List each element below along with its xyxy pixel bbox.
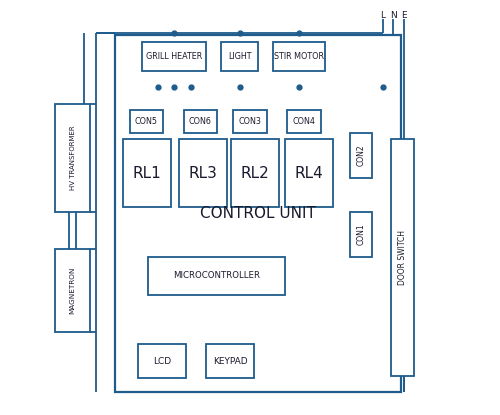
- FancyBboxPatch shape: [232, 139, 279, 208]
- FancyBboxPatch shape: [206, 344, 254, 378]
- Text: CON1: CON1: [356, 224, 366, 245]
- Text: MAGNETRON: MAGNETRON: [70, 267, 75, 314]
- Text: CON2: CON2: [356, 145, 366, 166]
- Text: CON6: CON6: [189, 117, 212, 126]
- FancyBboxPatch shape: [55, 249, 90, 332]
- FancyBboxPatch shape: [286, 139, 333, 208]
- FancyBboxPatch shape: [350, 133, 372, 178]
- FancyBboxPatch shape: [148, 257, 286, 295]
- Text: CON4: CON4: [292, 117, 316, 126]
- Text: LCD: LCD: [153, 356, 171, 366]
- Text: CON5: CON5: [135, 117, 158, 126]
- FancyBboxPatch shape: [221, 42, 258, 71]
- Text: L: L: [380, 11, 386, 20]
- FancyBboxPatch shape: [130, 110, 163, 133]
- Text: CONTROL UNIT: CONTROL UNIT: [200, 206, 316, 221]
- Text: HV TRANSFORMER: HV TRANSFORMER: [70, 125, 75, 190]
- FancyBboxPatch shape: [234, 110, 266, 133]
- Text: STIR MOTOR: STIR MOTOR: [274, 51, 324, 61]
- Text: LIGHT: LIGHT: [228, 51, 252, 61]
- Text: RL3: RL3: [189, 166, 218, 181]
- FancyBboxPatch shape: [138, 344, 186, 378]
- Text: RL4: RL4: [295, 166, 324, 181]
- FancyBboxPatch shape: [142, 42, 206, 71]
- Text: MICROCONTROLLER: MICROCONTROLLER: [174, 271, 260, 281]
- Text: CON3: CON3: [238, 117, 262, 126]
- Text: DOOR SWITCH: DOOR SWITCH: [398, 230, 407, 285]
- FancyBboxPatch shape: [184, 110, 217, 133]
- Text: GRILL HEATER: GRILL HEATER: [146, 51, 203, 61]
- FancyBboxPatch shape: [350, 212, 372, 257]
- FancyBboxPatch shape: [55, 104, 90, 212]
- Text: KEYPAD: KEYPAD: [213, 356, 248, 366]
- Text: RL1: RL1: [133, 166, 162, 181]
- FancyBboxPatch shape: [288, 110, 320, 133]
- FancyBboxPatch shape: [391, 139, 414, 376]
- Text: N: N: [390, 11, 396, 20]
- Text: E: E: [400, 11, 406, 20]
- FancyBboxPatch shape: [273, 42, 324, 71]
- FancyBboxPatch shape: [124, 139, 171, 208]
- FancyBboxPatch shape: [180, 139, 227, 208]
- FancyBboxPatch shape: [115, 35, 402, 392]
- Text: RL2: RL2: [241, 166, 270, 181]
